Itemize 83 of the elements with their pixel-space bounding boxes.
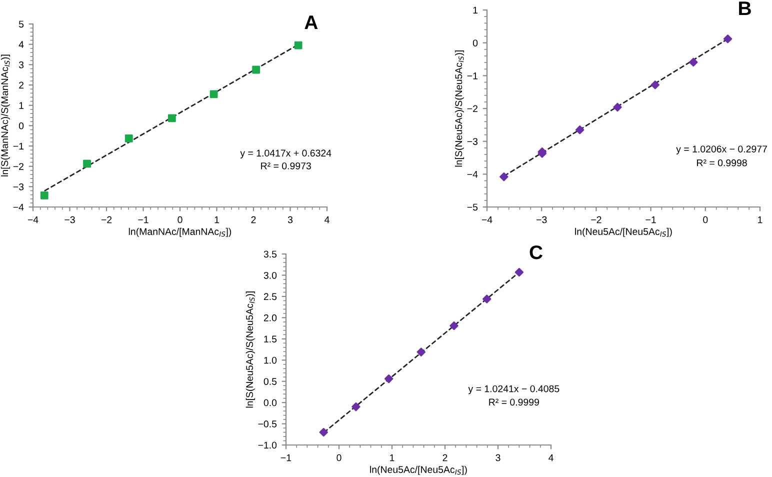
point	[723, 34, 732, 44]
x-axis-title: ln(Neu5Ac/[Neu5Ac$_{IS}$])	[575, 228, 672, 237]
y-tick-label: 3	[18, 61, 24, 68]
y-tick-label: −4	[467, 171, 478, 178]
y-tick-label: 0	[18, 122, 24, 130]
annotation: R² = 0.9998	[697, 159, 747, 166]
y-tick-label: −0.5	[258, 420, 277, 428]
y-tick-label: 1.5	[264, 336, 277, 343]
point	[650, 80, 660, 90]
x-tick-label: 1	[214, 216, 219, 224]
x-tick-label: 1	[758, 216, 762, 224]
y-tick-label: 0	[472, 40, 478, 46]
x-tick-label: −1	[138, 216, 148, 224]
x-tick-label: −1	[646, 216, 656, 224]
annotation: R² = 0.9973	[261, 162, 311, 170]
point	[124, 134, 133, 142]
x-tick-label: 0	[178, 216, 182, 224]
chart-title: B	[739, 2, 751, 16]
x-tick-label: 4	[548, 454, 554, 462]
y-tick-label: 1	[473, 6, 478, 14]
y-axis-title: ln[S(Neu5Ac)/S(Neu5Ac$_{IS}$)]	[246, 292, 255, 408]
x-tick-label: 2	[251, 216, 256, 224]
point	[482, 294, 492, 304]
x-tick-label: 1	[390, 454, 394, 462]
annotation: R² = 0.9999	[489, 398, 539, 406]
y-tick-label: 2	[19, 82, 24, 89]
y-tick-label: 0.0	[264, 399, 277, 406]
y-tick-label: 1	[19, 102, 24, 109]
x-tick-label: 3	[496, 454, 500, 462]
y-tick-label: 4	[18, 41, 24, 48]
y-axis-title: ln[S(ManNAc)/S(ManNAc$_{IS}$)]	[0, 54, 10, 176]
y-tick-label: 2.5	[264, 293, 277, 300]
point	[500, 172, 508, 182]
y-tick-label: 1.0	[264, 356, 277, 364]
point	[613, 102, 622, 112]
point	[384, 374, 394, 384]
y-tick-label: −2	[13, 163, 24, 170]
point	[450, 321, 458, 330]
chart-title: C	[530, 245, 543, 260]
x-axis-title: ln(ManNAc/[ManNAc$_{IS}$])	[128, 228, 232, 237]
y-tick-label: −3	[467, 138, 478, 145]
point	[352, 402, 360, 412]
y-tick-label: 0.5	[264, 378, 277, 385]
y-axis-title: ln[S(Neu5Ac)/S(Neu5Ac$_{IS}$)]	[454, 50, 464, 167]
x-tick-label: −3	[536, 216, 547, 224]
y-tick-label: −1.0	[258, 442, 277, 449]
x-tick-label: 0	[336, 454, 342, 462]
point	[210, 90, 218, 98]
y-tick-label: 3.0	[264, 272, 277, 279]
point	[416, 348, 426, 356]
y-tick-label: 3.5	[264, 250, 277, 258]
x-tick-label: 3	[288, 216, 293, 224]
x-tick-label: 2	[442, 454, 448, 462]
y-tick-label: −4	[13, 204, 24, 211]
x-tick-label: −4	[28, 216, 38, 224]
point	[252, 66, 260, 74]
annotation: y = 1.0241x − 0.4085	[468, 385, 560, 394]
annotation: y = 1.0206x − 0.2977	[676, 146, 767, 154]
x-tick-label: 0	[703, 216, 708, 224]
x-tick-label: −2	[591, 216, 602, 224]
point	[83, 160, 91, 168]
y-tick-label: −5	[467, 204, 478, 211]
x-axis-title: ln(Neu5Ac/[Neu5Ac$_{IS}$])	[370, 466, 467, 475]
point	[575, 125, 584, 134]
x-tick-label: −2	[101, 216, 112, 224]
x-tick-label: −1	[280, 454, 292, 462]
y-tick-label: 2.0	[264, 314, 277, 322]
point	[319, 428, 328, 437]
y-tick-label: −3	[13, 183, 24, 190]
y-tick-label: −1	[467, 72, 478, 80]
y-tick-label: −2	[467, 105, 478, 112]
x-tick-label: −3	[64, 216, 75, 224]
point	[294, 41, 302, 50]
point	[514, 268, 524, 277]
annotation: y = 1.0417x + 0.6324	[240, 150, 332, 158]
point	[40, 191, 48, 200]
x-tick-label: 4	[324, 216, 330, 224]
point	[168, 114, 176, 122]
point	[689, 58, 698, 67]
y-tick-label: 5	[18, 20, 24, 28]
y-tick-label: −1	[13, 142, 24, 150]
chart-title: A	[304, 16, 318, 30]
x-tick-label: −4	[482, 216, 492, 224]
